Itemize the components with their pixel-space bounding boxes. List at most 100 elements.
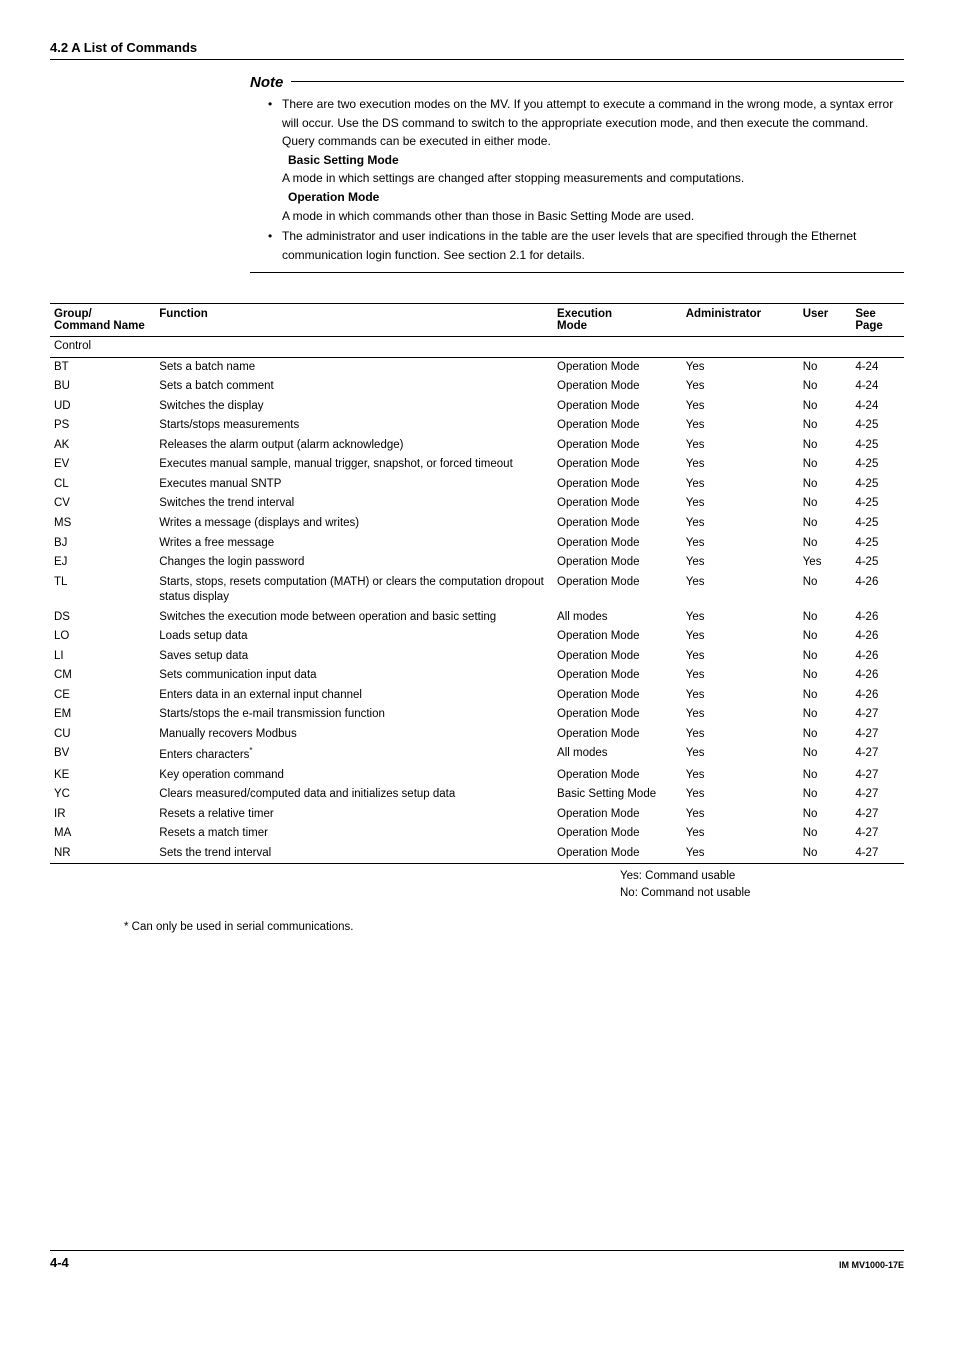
cell-exec: Operation Mode — [553, 514, 682, 534]
cell-page: 4-25 — [851, 475, 904, 495]
th-user: User — [799, 304, 852, 337]
cell-admin: Yes — [682, 377, 799, 397]
cell-func: Changes the login password — [155, 553, 553, 573]
cell-exec: Operation Mode — [553, 647, 682, 667]
cell-cmd: BJ — [50, 534, 155, 554]
cell-page: 4-25 — [851, 534, 904, 554]
cell-admin: Yes — [682, 705, 799, 725]
cell-exec: Operation Mode — [553, 357, 682, 377]
cell-page: 4-25 — [851, 494, 904, 514]
cell-user: No — [799, 725, 852, 745]
cell-exec: Operation Mode — [553, 844, 682, 864]
note-bullet-1-text: The administrator and user indications i… — [282, 229, 856, 262]
table-header-row: Group/ Command Name Function Execution M… — [50, 304, 904, 337]
cell-func: Executes manual sample, manual trigger, … — [155, 455, 553, 475]
note-sub-3: A mode in which commands other than thos… — [282, 207, 904, 226]
cell-page: 4-27 — [851, 744, 904, 765]
cell-user: No — [799, 744, 852, 765]
note-block: Note There are two execution modes on th… — [250, 74, 904, 273]
cell-cmd: MS — [50, 514, 155, 534]
cell-cmd: EJ — [50, 553, 155, 573]
cell-exec: Operation Mode — [553, 725, 682, 745]
footer-right: IM MV1000-17E — [839, 1260, 904, 1270]
cell-user: No — [799, 705, 852, 725]
cell-admin: Yes — [682, 397, 799, 417]
table-row: BTSets a batch nameOperation ModeYesNo4-… — [50, 357, 904, 377]
cell-page: 4-27 — [851, 805, 904, 825]
cell-page: 4-25 — [851, 416, 904, 436]
command-table: Group/ Command Name Function Execution M… — [50, 303, 904, 864]
table-row: KEKey operation commandOperation ModeYes… — [50, 766, 904, 786]
cell-user: No — [799, 766, 852, 786]
cell-user: No — [799, 436, 852, 456]
th-group: Group/ Command Name — [50, 304, 155, 337]
cell-page: 4-26 — [851, 666, 904, 686]
cell-admin: Yes — [682, 475, 799, 495]
cell-func-text: Enters characters — [159, 749, 249, 761]
th-exec: Execution Mode — [553, 304, 682, 337]
note-rule — [291, 81, 904, 82]
th-group-l1: Group/ — [54, 308, 92, 320]
cell-func: Starts, stops, resets computation (MATH)… — [155, 573, 553, 608]
cell-func: Sets a batch name — [155, 357, 553, 377]
footnote: * Can only be used in serial communicati… — [124, 921, 904, 933]
cell-cmd: BT — [50, 357, 155, 377]
cell-func: Sets the trend interval — [155, 844, 553, 864]
cell-user: No — [799, 785, 852, 805]
cell-cmd: YC — [50, 785, 155, 805]
table-row: CUManually recovers ModbusOperation Mode… — [50, 725, 904, 745]
cell-cmd: LI — [50, 647, 155, 667]
cell-exec: Operation Mode — [553, 805, 682, 825]
cell-user: No — [799, 805, 852, 825]
table-row: NRSets the trend intervalOperation ModeY… — [50, 844, 904, 864]
cell-user: No — [799, 686, 852, 706]
cell-user: No — [799, 377, 852, 397]
cell-admin: Yes — [682, 766, 799, 786]
cell-admin: Yes — [682, 744, 799, 765]
cell-user: No — [799, 824, 852, 844]
cell-exec: Basic Setting Mode — [553, 785, 682, 805]
th-see-l2: Page — [855, 320, 883, 332]
cell-admin: Yes — [682, 357, 799, 377]
cell-func: Switches the display — [155, 397, 553, 417]
cell-user: No — [799, 573, 852, 608]
control-label: Control — [50, 337, 904, 358]
cell-cmd: CV — [50, 494, 155, 514]
cell-exec: Operation Mode — [553, 705, 682, 725]
table-row: CVSwitches the trend intervalOperation M… — [50, 494, 904, 514]
table-row: UDSwitches the displayOperation ModeYesN… — [50, 397, 904, 417]
cell-user: No — [799, 666, 852, 686]
cell-exec: Operation Mode — [553, 534, 682, 554]
legend-block: Yes: Command usable No: Command not usab… — [620, 868, 904, 903]
cell-func: Sets communication input data — [155, 666, 553, 686]
table-row: MSWrites a message (displays and writes)… — [50, 514, 904, 534]
cell-admin: Yes — [682, 436, 799, 456]
legend-yes: Yes: Command usable — [620, 868, 904, 885]
table-row: IRResets a relative timerOperation ModeY… — [50, 805, 904, 825]
cell-cmd: TL — [50, 573, 155, 608]
cell-page: 4-26 — [851, 608, 904, 628]
table-row: LISaves setup dataOperation ModeYesNo4-2… — [50, 647, 904, 667]
cell-func-sup: * — [249, 746, 252, 755]
cell-cmd: IR — [50, 805, 155, 825]
cell-page: 4-26 — [851, 647, 904, 667]
cell-cmd: CM — [50, 666, 155, 686]
cell-user: Yes — [799, 553, 852, 573]
cell-func: Enters characters* — [155, 744, 553, 765]
cell-exec: Operation Mode — [553, 494, 682, 514]
section-header: 4.2 A List of Commands — [50, 40, 904, 60]
cell-page: 4-26 — [851, 627, 904, 647]
cell-exec: Operation Mode — [553, 766, 682, 786]
cell-cmd: DS — [50, 608, 155, 628]
cell-cmd: EV — [50, 455, 155, 475]
cell-exec: All modes — [553, 608, 682, 628]
cell-admin: Yes — [682, 824, 799, 844]
table-row: CLExecutes manual SNTPOperation ModeYesN… — [50, 475, 904, 495]
cell-user: No — [799, 397, 852, 417]
control-row: Control — [50, 337, 904, 358]
cell-page: 4-25 — [851, 514, 904, 534]
table-row: MAResets a match timerOperation ModeYesN… — [50, 824, 904, 844]
th-group-l2: Command Name — [54, 320, 145, 332]
cell-admin: Yes — [682, 514, 799, 534]
cell-cmd: AK — [50, 436, 155, 456]
